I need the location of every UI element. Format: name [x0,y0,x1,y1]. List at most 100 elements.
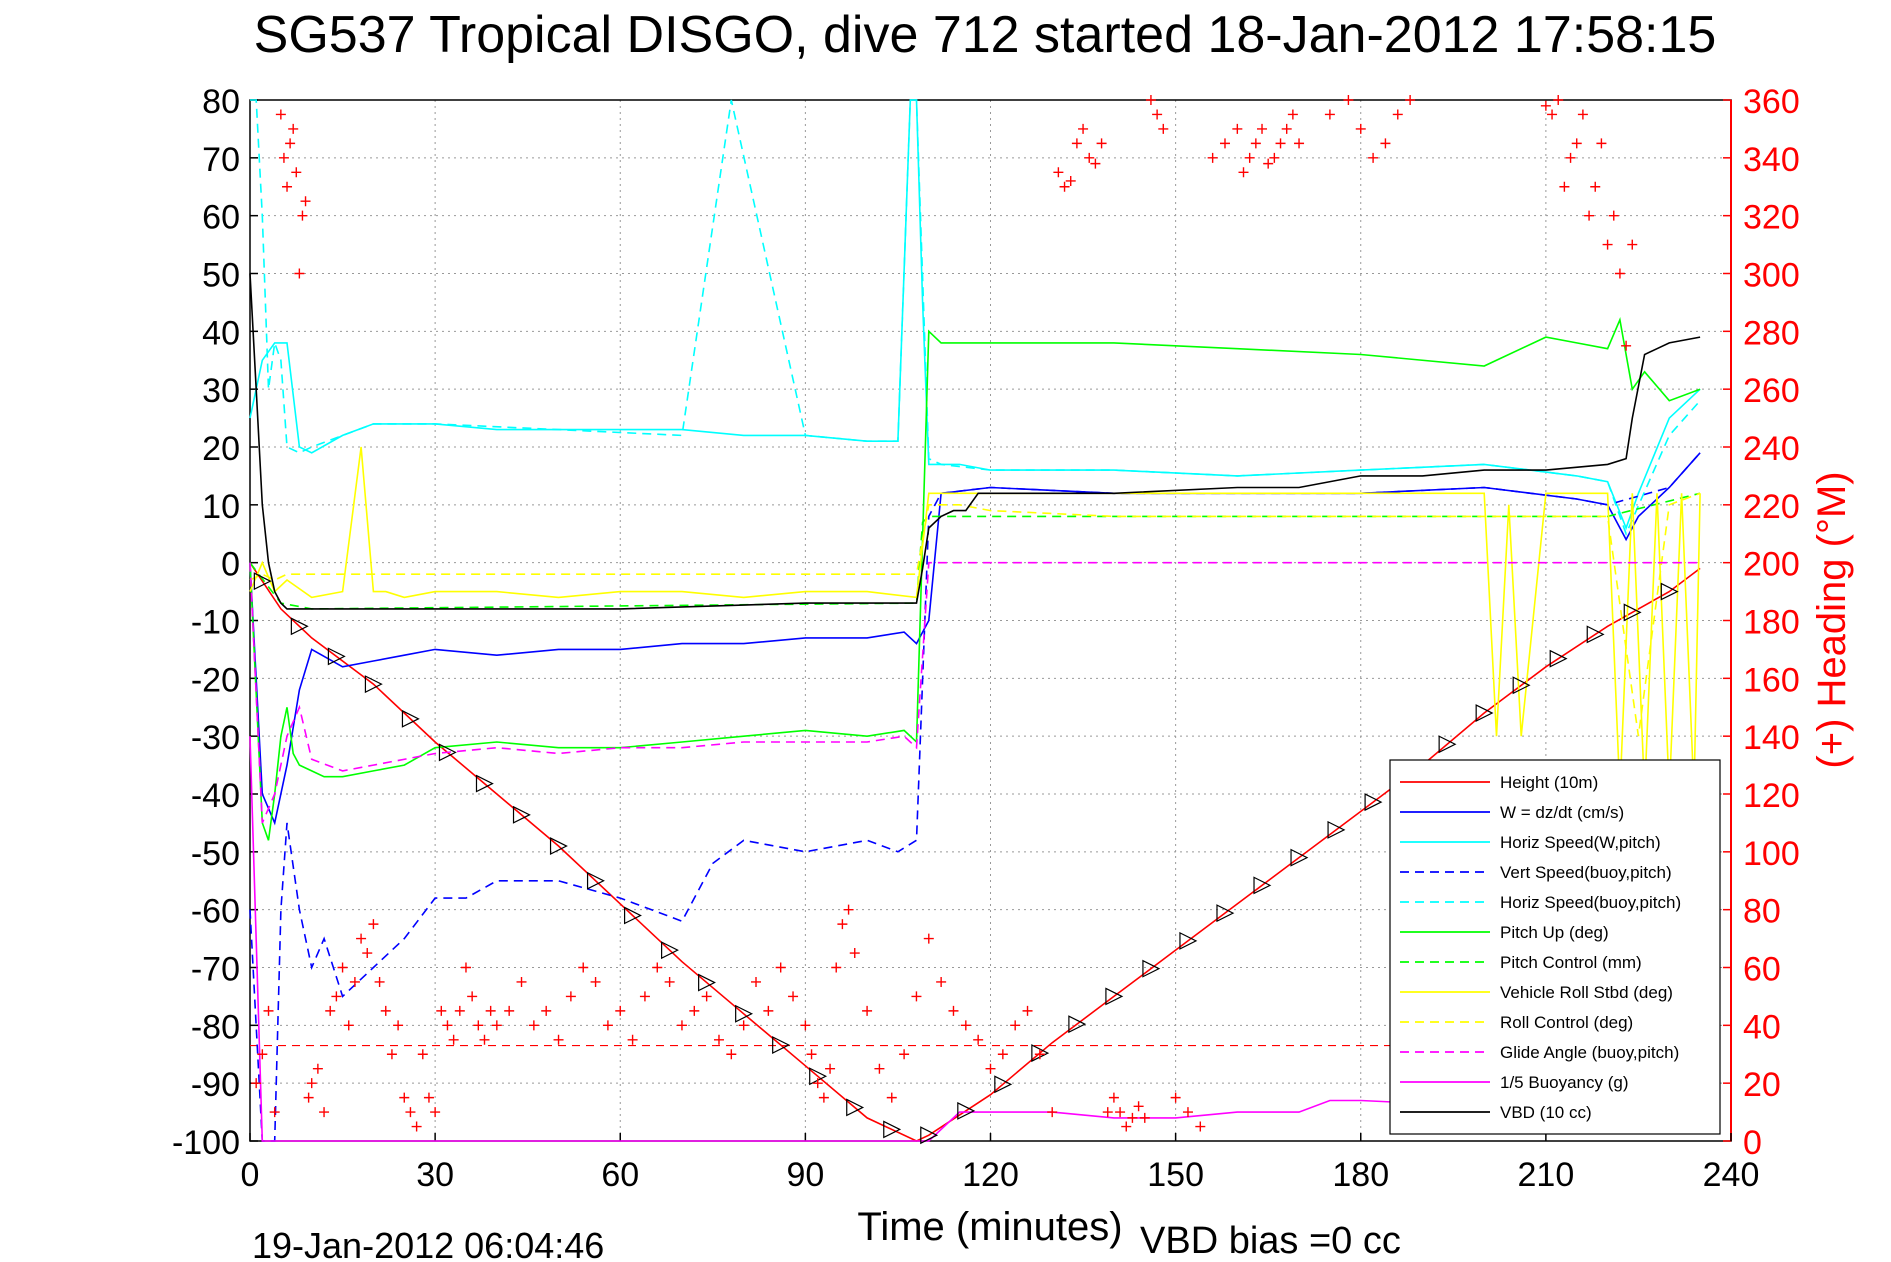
heading-point [1090,158,1101,169]
left-tick-label: 70 [202,141,240,179]
heading-point [1250,138,1261,149]
right-tick-label: 160 [1743,661,1800,699]
heading-point [1294,138,1305,149]
heading-point [1084,152,1095,163]
heading-point [263,1005,274,1016]
heading-point [763,1005,774,1016]
heading-point [639,991,650,1002]
height-marker [1364,793,1383,812]
right-tick-label: 40 [1743,1008,1781,1046]
right-tick-label: 60 [1743,951,1781,989]
heading-point [1053,167,1064,178]
height-marker [698,973,716,992]
heading-point [1343,95,1354,105]
heading-point [473,1020,484,1031]
heading-point [1392,109,1403,120]
height-marker [549,837,568,856]
heading-point [664,976,675,987]
heading-point [812,1078,823,1089]
left-tick-label: -100 [172,1124,240,1162]
left-axis: 80 70 60 50 40 30 20 10 0 -10 -20 -30 -40 -50 -60 -70 -8… [172,83,258,1162]
heading-point [701,991,712,1002]
heading-point [297,210,308,221]
heading-markers [251,95,1638,1132]
heading-point [269,1107,280,1118]
series-line-8 [249,492,1701,737]
heading-point [541,1005,552,1016]
heading-point [368,919,379,930]
x-tick-label: 30 [416,1156,454,1194]
height-marker [1623,603,1642,622]
height-marker [772,1036,791,1054]
right-tick-label: 80 [1743,893,1781,931]
height-marker [1512,676,1531,695]
height-marker [1068,1015,1087,1034]
footer-timestamp: 19-Jan-2012 06:04:46 [252,1225,604,1262]
height-marker [586,871,605,890]
heading-point [843,904,854,915]
series-line-3 [249,452,1701,1142]
legend-label-0: Height (10m) [1500,773,1598,792]
heading-point [362,948,373,959]
heading-point [1096,138,1107,149]
legend: Height (10m) W = dz/dt (cm/s) Horiz Speed(… [1389,759,1721,1135]
heading-point [973,1034,984,1045]
legend-box [1389,759,1721,1135]
heading-point [652,962,663,973]
heading-point [306,1078,317,1089]
footer-vbd-bias: VBD bias =0 cc [1140,1220,1401,1262]
right-tick-label: 280 [1743,314,1800,352]
heading-point [689,1005,700,1016]
left-tick-label: 0 [221,546,240,584]
heading-point [837,919,848,930]
height-marker [290,617,309,636]
heading-point [960,1020,971,1031]
left-tick-label: 30 [202,372,240,410]
heading-point [1281,123,1292,134]
heading-point [1553,95,1564,105]
heading-point [1614,268,1625,279]
right-tick-label: 220 [1743,488,1800,526]
height-marker [253,572,272,591]
heading-point [319,1107,330,1118]
x-tick-label: 90 [786,1156,824,1194]
heading-point [874,1063,885,1074]
heading-point [1355,123,1366,134]
heading-point [1152,109,1163,120]
left-tick-label: -90 [191,1066,240,1104]
heading-point [303,1092,314,1103]
height-marker [1586,625,1605,644]
heading-point [788,991,799,1002]
heading-point [399,1092,410,1103]
right-tick-label: 120 [1743,777,1800,815]
heading-point [491,1020,502,1031]
right-tick-label: 260 [1743,372,1800,410]
heading-point [393,1020,404,1031]
heading-point [504,1005,515,1016]
left-tick-label: -50 [191,835,240,873]
heading-point [1102,1107,1113,1118]
heading-point [1540,100,1551,111]
heading-point [1145,95,1156,105]
heading-point [417,1049,428,1060]
heading-point [479,1034,490,1045]
heading-point [1121,1121,1132,1132]
height-marker [438,743,457,762]
height-marker [957,1101,976,1120]
right-tick-label: 140 [1743,719,1800,757]
right-tick-label: 180 [1743,604,1800,642]
heading-point [436,1005,447,1016]
legend-label-7: Vehicle Roll Stbd (deg) [1500,983,1673,1002]
heading-point [899,1049,910,1060]
heading-point [948,1005,959,1016]
heading-point [1547,109,1558,120]
heading-point [1034,1049,1045,1060]
heading-point [1368,152,1379,163]
heading-point [1596,138,1607,149]
heading-point [430,1107,441,1118]
heading-point [553,1034,564,1045]
heading-point [251,1078,262,1089]
heading-point [1158,123,1169,134]
legend-label-9: Glide Angle (buoy,pitch) [1500,1043,1679,1062]
series-line-6 [249,492,1701,610]
